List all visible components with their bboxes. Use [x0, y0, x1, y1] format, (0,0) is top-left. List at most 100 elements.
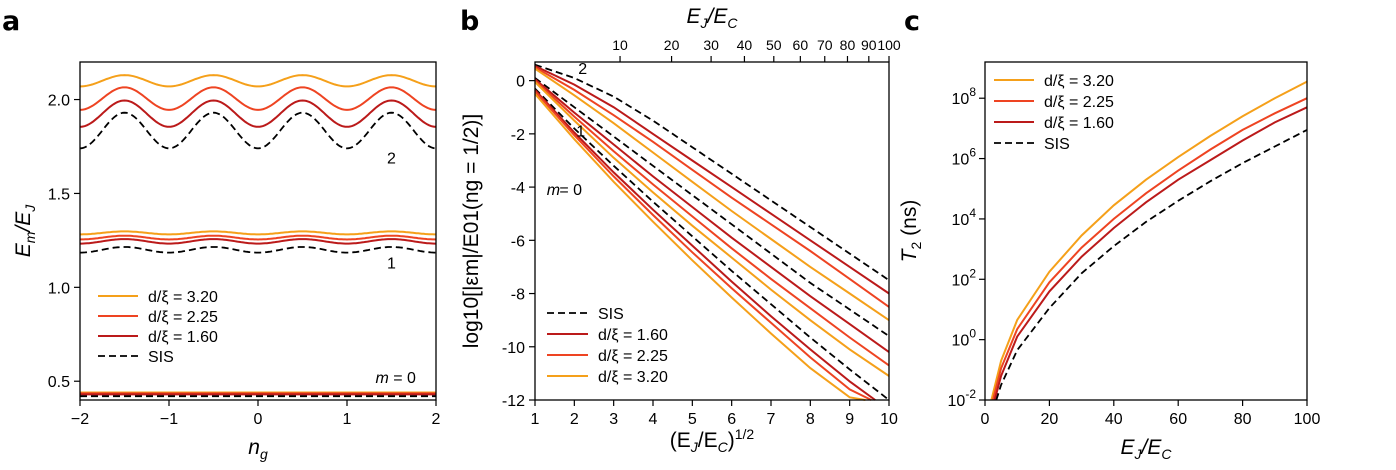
- panel-b-line-sis-m0: [534, 87, 890, 401]
- panel-a-legend-label: d/ξ = 2.25: [148, 309, 218, 326]
- panel-c-xlabel: EJ/EC: [1121, 436, 1173, 462]
- panel-b-top-tick-label: 30: [703, 37, 719, 53]
- panel-b-legend-label: d/ξ = 1.60: [598, 327, 668, 344]
- panel-b-ytick-label: -8: [511, 287, 525, 304]
- panel-a: −2 −1 0 1 2 0.51.01.52.0 21m = 0 d/ξ = 3.20d/…: [12, 61, 441, 462]
- panel-c-ytick-label: 100: [952, 327, 977, 350]
- panel-c-ytick-label: 106: [952, 146, 977, 169]
- panel-b-xtick-label: 10: [880, 411, 898, 428]
- panel-a-xticks: −2 −1 0 1 2: [71, 400, 441, 428]
- panel-a-annotation: 2: [387, 150, 396, 167]
- panel-b-yticks: 0 -2 -4 -6 -8 -10 -12: [502, 74, 535, 410]
- panel-b-top-tick-label: 10: [612, 37, 628, 53]
- panel-b-ytick-label: -10: [502, 340, 525, 357]
- panel-b-line-d160-m1: [534, 78, 890, 353]
- panel-c-line-d320: [990, 80, 1308, 401]
- panel-a-ylabel: Em/EJ: [12, 204, 38, 258]
- panel-b-annotations: 2 1 m = 0: [547, 61, 587, 199]
- panel-a-line-d320-band1: [80, 230, 436, 236]
- panel-a-legend-label: d/ξ = 1.60: [148, 329, 218, 346]
- panel-b-legend-label: d/ξ = 2.25: [598, 348, 668, 365]
- panel-b-top-tick-label: 20: [664, 37, 680, 53]
- panel-b-xtick-label: 6: [727, 411, 736, 428]
- panel-b-top-tick-label: 100: [877, 37, 901, 53]
- panel-c-legend-label: d/ξ = 3.20: [1044, 73, 1114, 90]
- panel-b-top-tick-label: 80: [840, 37, 856, 53]
- panel-c-xtick-label: 60: [1169, 411, 1187, 428]
- panel-b-annotation: 1: [576, 124, 585, 141]
- panel-c-yticks: 10-2 100 102 104 106 108: [948, 85, 985, 410]
- panel-a-annotation: m: [375, 370, 388, 387]
- panel-b-legend-label: SIS: [598, 306, 624, 323]
- panel-c-legend-label: SIS: [1044, 136, 1070, 153]
- panel-b-ylabel: log10[|εm|/E01(ng = 1/2)]: [460, 114, 483, 349]
- panel-b-xlabel: (EJ/EC)1/2: [670, 426, 755, 455]
- panel-a-line-d225-band2: [79, 86, 437, 111]
- panel-c-xtick-label: 100: [1294, 411, 1321, 428]
- panel-a-xlabel: ng: [248, 436, 268, 462]
- panel-c-xtick-label: 20: [1041, 411, 1059, 428]
- panel-b-xtick-label: 4: [649, 411, 658, 428]
- panel-a-xtick-label: −2: [71, 411, 89, 428]
- panel-a-yticks: 0.5 1.0 1.5 2.0: [48, 93, 80, 391]
- panel-b-line-d320-m1: [534, 81, 890, 377]
- panel-c-series: [990, 80, 1308, 401]
- panel-a-legend-label: SIS: [148, 349, 174, 366]
- panel-b-top-tick-label: 90: [861, 37, 877, 53]
- panel-b-top-tick-label: 60: [793, 37, 809, 53]
- panel-b-annotation: = 0: [559, 182, 582, 199]
- panel-b-line-d160-m0: [534, 89, 876, 401]
- panel-a-line-d225-band1: [79, 234, 437, 241]
- panel-letter-b: b: [460, 6, 479, 37]
- panel-c-line-d225: [992, 97, 1308, 401]
- panel-a-xtick-label: 0: [254, 411, 263, 428]
- panel-b-ytick-label: -2: [511, 127, 525, 144]
- panel-b-line-d160-m2: [534, 65, 890, 295]
- panel-letter-c: c: [904, 6, 920, 37]
- panel-b-line-d225-m1: [534, 79, 890, 367]
- panel-c-xtick-label: 80: [1234, 411, 1252, 428]
- panel-c-legend-label: d/ξ = 2.25: [1044, 94, 1114, 111]
- panel-b-line-d320-m2: [534, 67, 890, 322]
- panel-a-xtick-label: 2: [432, 411, 441, 428]
- panel-a-ytick-label: 2.0: [48, 93, 70, 110]
- panel-a-series: [79, 74, 437, 398]
- panel-b-xtick-label: 2: [570, 411, 579, 428]
- panel-b-ytick-label: 0: [516, 74, 525, 91]
- panel-c-ylabel: T2 (ns): [898, 200, 924, 263]
- panel-c-ytick-label: 10-2: [948, 387, 977, 410]
- panel-b-legend-label: d/ξ = 3.20: [598, 369, 668, 386]
- panel-b-series: [534, 63, 890, 401]
- panel-a-annotations: 2 1 m = 0: [375, 150, 416, 387]
- panel-a-annotation: 1: [387, 256, 396, 273]
- panel-a-ytick-label: 1.0: [48, 280, 70, 297]
- panel-a-line-sis-band2: [79, 111, 437, 150]
- panel-a-line-d160-band2: [79, 99, 437, 128]
- panel-a-legend-label: d/ξ = 3.20: [148, 289, 218, 306]
- panel-b-xtick-label: 3: [609, 411, 618, 428]
- panel-b-ytick-label: -12: [502, 393, 525, 410]
- panel-b-top-ticks: 10 20 30 40 50 60 70 80 90 100: [612, 37, 901, 62]
- panel-c-line-sis: [995, 129, 1308, 401]
- panel-c-frame: [984, 61, 1308, 401]
- panel-a-line-sis-band1: [80, 246, 436, 254]
- panel-b-line-d225-m2: [534, 66, 890, 308]
- panel-a-ytick-label: 0.5: [48, 374, 70, 391]
- panel-a-ytick-label: 1.5: [48, 186, 70, 203]
- panel-b: 1 2 3 4 5 6 7 8 9 10 0 -2 -4 -6 -8 -10 -12 10 20 30 40 50 60…: [460, 5, 901, 455]
- panel-b-ytick-label: -4: [511, 180, 525, 197]
- panel-c-xtick-label: 0: [981, 411, 990, 428]
- panel-c-line-d160: [993, 106, 1308, 401]
- panel-b-line-sis-m1: [534, 77, 890, 337]
- panel-a-legend: d/ξ = 3.20 d/ξ = 2.25 d/ξ = 1.60 SIS: [98, 289, 218, 366]
- panel-b-top-xlabel: EJ/EC: [687, 5, 739, 31]
- panel-b-top-tick-label: 70: [817, 37, 833, 53]
- panel-a-line-d160-band1: [80, 238, 436, 245]
- panel-a-xtick-label: −1: [160, 411, 178, 428]
- panel-b-xtick-label: 5: [688, 411, 697, 428]
- panel-a-xtick-label: 1: [343, 411, 352, 428]
- panel-c: 0 20 40 60 80 100 10-2 100 102 104 106 108 d/ξ = 3…: [898, 61, 1321, 462]
- panel-b-xticks: 1 2 3 4 5 6 7 8 9 10: [531, 400, 898, 428]
- panel-b-xtick-label: 1: [531, 411, 540, 428]
